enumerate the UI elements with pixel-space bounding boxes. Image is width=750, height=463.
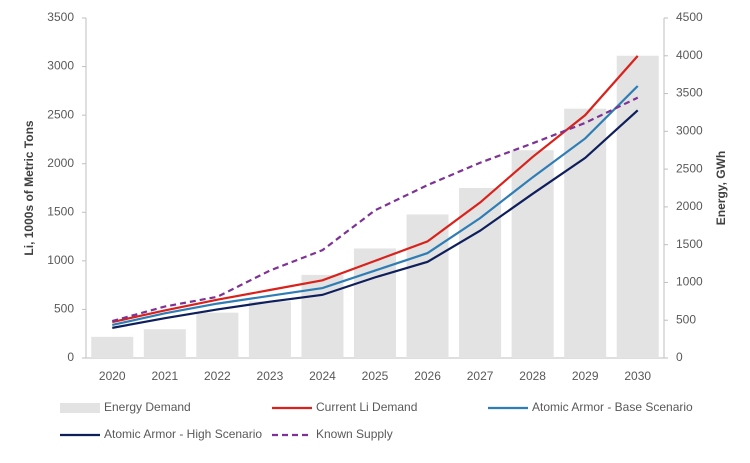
y-tick-label: 3000 <box>47 59 74 73</box>
bar <box>406 214 449 358</box>
bar <box>564 108 607 359</box>
bar <box>143 329 186 358</box>
x-tick-label: 2022 <box>204 369 231 383</box>
x-tick-label: 2029 <box>572 369 599 383</box>
y2-axis-title: Energy, GWh <box>714 151 728 225</box>
x-tick-label: 2024 <box>309 369 336 383</box>
bar <box>459 188 502 358</box>
x-tick-label: 2025 <box>362 369 389 383</box>
legend-label: Current Li Demand <box>316 400 417 414</box>
legend-label: Atomic Armor - Base Scenario <box>532 400 693 414</box>
x-tick-label: 2028 <box>519 369 546 383</box>
y2-tick-label: 2500 <box>676 161 703 175</box>
legend-swatch <box>60 403 100 413</box>
y-tick-label: 0 <box>67 350 74 364</box>
y2-tick-label: 4000 <box>676 48 703 62</box>
line-series <box>112 85 639 327</box>
legend-label: Energy Demand <box>104 400 191 414</box>
x-tick-label: 2020 <box>99 369 126 383</box>
y-tick-label: 1500 <box>47 204 74 218</box>
y-tick-label: 3500 <box>47 10 74 24</box>
x-tick-label: 2027 <box>467 369 494 383</box>
x-tick-label: 2030 <box>624 369 651 383</box>
bar <box>248 301 291 358</box>
y-tick-label: 2000 <box>47 156 74 170</box>
y-axis-title: Li, 1000s of Metric Tons <box>22 120 36 255</box>
bar <box>91 336 134 358</box>
bar <box>196 312 239 358</box>
x-tick-label: 2021 <box>151 369 178 383</box>
y-tick-label: 1000 <box>47 253 74 267</box>
y2-tick-label: 1500 <box>676 237 703 251</box>
line-series <box>112 55 639 324</box>
y2-tick-label: 1000 <box>676 275 703 289</box>
y2-tick-label: 3500 <box>676 86 703 100</box>
y2-tick-label: 3000 <box>676 124 703 138</box>
bar <box>616 55 659 359</box>
x-tick-label: 2023 <box>257 369 284 383</box>
bar <box>511 150 554 358</box>
y2-tick-label: 500 <box>676 312 696 326</box>
x-tick-label: 2026 <box>414 369 441 383</box>
y2-tick-label: 2000 <box>676 199 703 213</box>
line-series <box>112 109 639 329</box>
y-tick-label: 2500 <box>47 107 74 121</box>
y2-tick-label: 4500 <box>676 10 703 24</box>
legend-label: Known Supply <box>316 427 393 441</box>
y2-tick-label: 0 <box>676 350 683 364</box>
line-series <box>111 96 639 323</box>
legend-label: Atomic Armor - High Scenario <box>104 427 262 441</box>
y-tick-label: 500 <box>54 302 74 316</box>
